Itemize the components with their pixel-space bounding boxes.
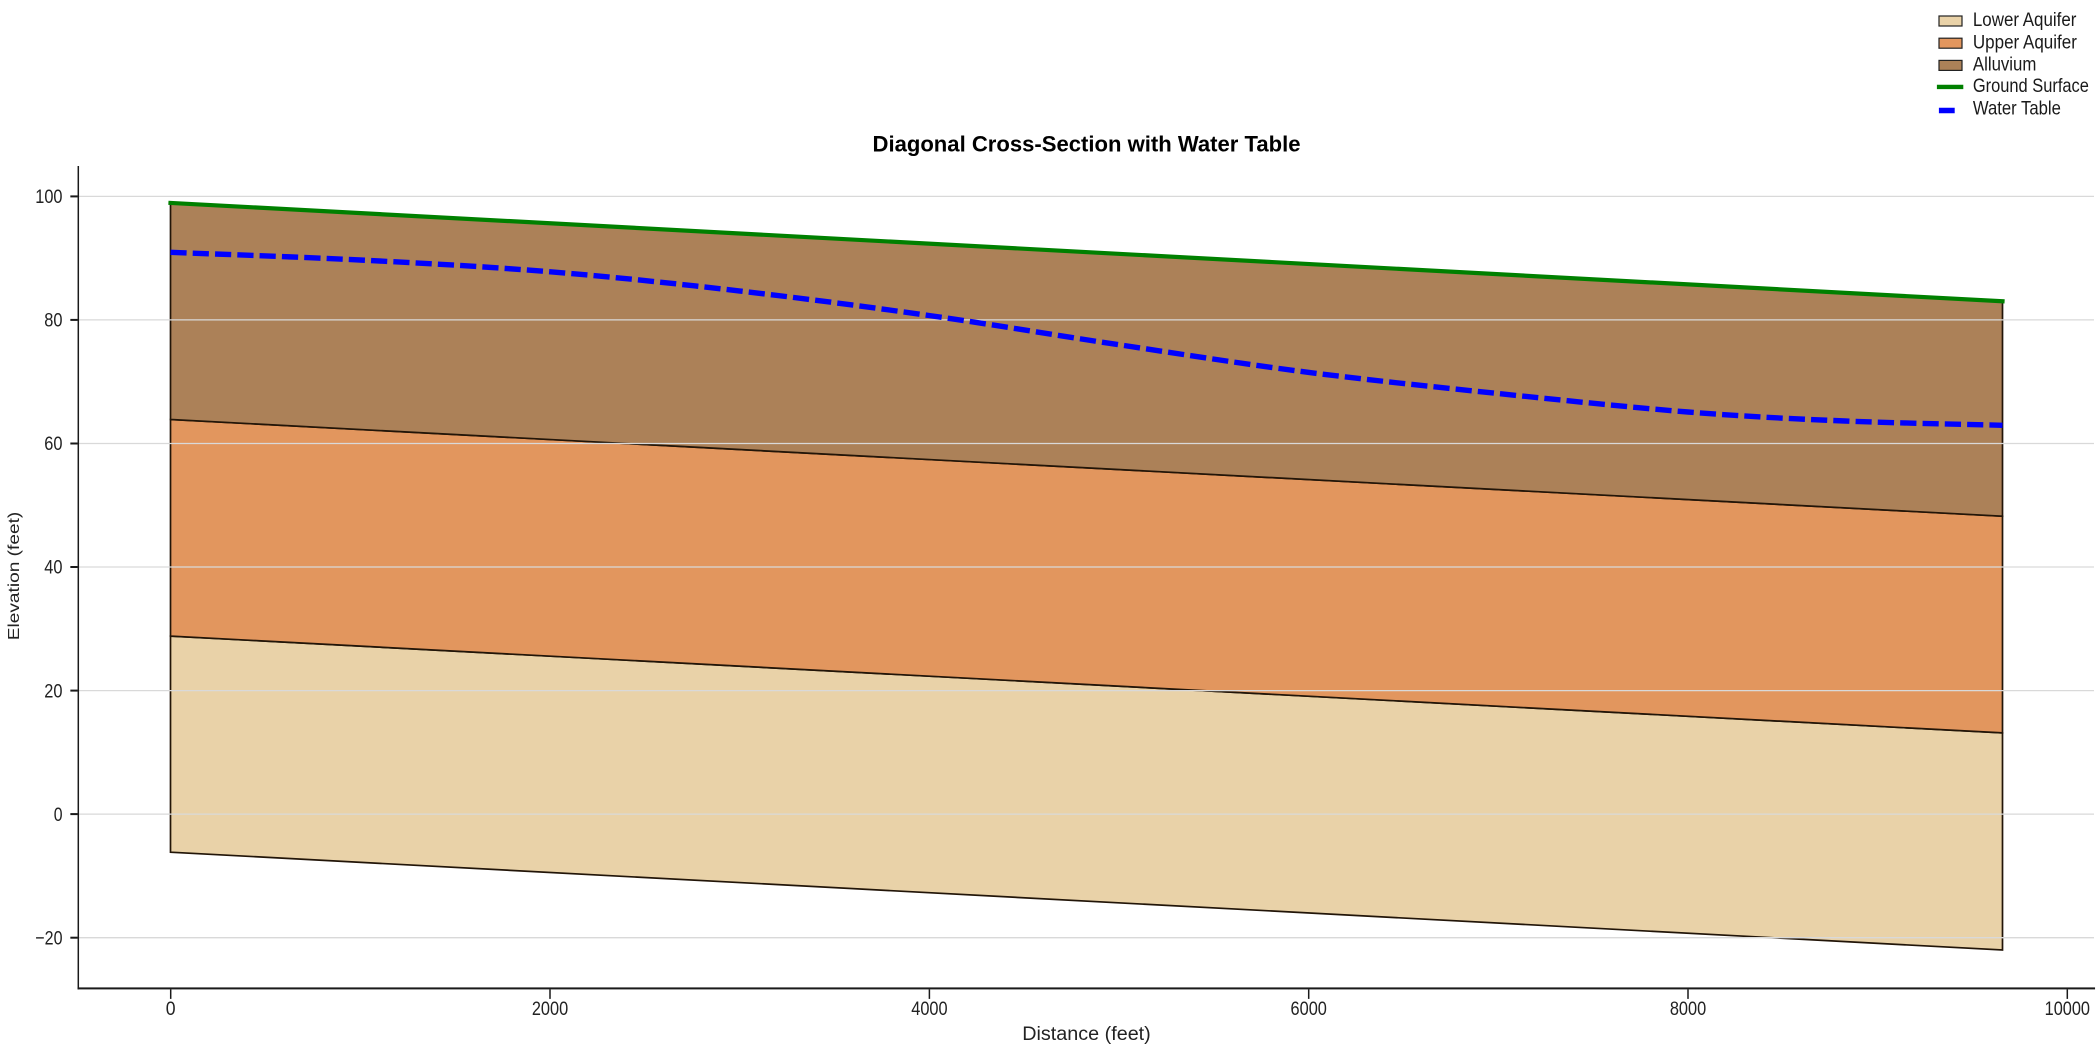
svg-text:40: 40 <box>44 557 62 579</box>
svg-text:Diagonal Cross-Section with Wa: Diagonal Cross-Section with Water Table <box>873 131 1301 156</box>
svg-text:−20: −20 <box>35 927 62 949</box>
svg-text:8000: 8000 <box>1670 998 1706 1020</box>
svg-text:6000: 6000 <box>1291 998 1327 1020</box>
svg-text:100: 100 <box>35 186 62 208</box>
svg-text:20: 20 <box>44 680 62 702</box>
svg-text:4000: 4000 <box>911 998 947 1020</box>
svg-text:10000: 10000 <box>2045 998 2090 1020</box>
svg-text:Alluvium: Alluvium <box>1973 55 2037 76</box>
svg-text:Lower Aquifer: Lower Aquifer <box>1973 10 2077 31</box>
svg-text:Elevation (feet): Elevation (feet) <box>6 512 23 641</box>
svg-text:0: 0 <box>54 804 63 826</box>
svg-text:Distance (feet): Distance (feet) <box>1022 1024 1151 1045</box>
svg-text:Ground Surface: Ground Surface <box>1973 76 2089 97</box>
svg-text:0: 0 <box>166 998 176 1020</box>
svg-text:Water Table: Water Table <box>1973 99 2061 120</box>
svg-text:2000: 2000 <box>532 998 568 1020</box>
svg-text:80: 80 <box>44 310 62 332</box>
svg-text:Upper Aquifer: Upper Aquifer <box>1973 32 2078 53</box>
svg-text:60: 60 <box>44 433 62 455</box>
